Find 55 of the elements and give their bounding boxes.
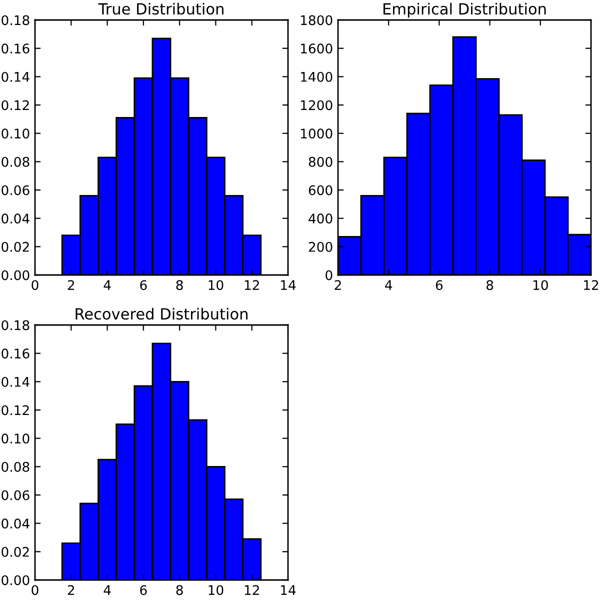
y-tick-label: 1800 [301, 15, 332, 26]
y-tick-label: 200 [308, 242, 332, 252]
x-tick-label: 0 [32, 280, 38, 290]
y-tick-label: 0.06 [2, 490, 30, 500]
x-tick-label: 4 [104, 280, 111, 290]
chart-title: Empirical Distribution [384, 2, 546, 18]
y-tick-label: 0.00 [2, 575, 30, 586]
y-tick-label: 0.16 [2, 348, 30, 359]
x-tick-label: 8 [176, 280, 183, 290]
chart-title: True Distribution [98, 2, 224, 15]
y-tick-label: 0.18 [2, 320, 30, 330]
y-tick-label: 1000 [301, 128, 332, 139]
y-tick-label: 0.00 [2, 270, 30, 280]
y-tick-label: 0.12 [2, 405, 29, 416]
y-tick-label: 0.04 [2, 518, 30, 529]
y-tick-label: 0.14 [2, 376, 30, 387]
y-tick-label: 0.10 [2, 434, 30, 444]
x-tick-label: 10 [208, 585, 224, 596]
y-tick-label: 0.06 [2, 185, 30, 196]
x-tick-label: 2 [68, 280, 74, 290]
x-tick-label: 4 [104, 585, 111, 595]
x-tick-label: 12 [244, 280, 259, 290]
x-tick-label: 0 [32, 585, 38, 596]
chart-title: Recovered Distribution [76, 308, 248, 320]
y-tick-label: 0.02 [2, 242, 29, 252]
x-tick-label: 8 [176, 585, 183, 596]
y-tick-label: 0.10 [2, 128, 30, 139]
x-tick-label: 12 [584, 280, 598, 290]
y-tick-label: 0.16 [2, 44, 30, 54]
x-tick-label: 10 [533, 280, 548, 290]
y-tick-label: 0.12 [2, 100, 29, 110]
x-tick-label: 14 [281, 280, 296, 290]
y-tick-label: 400 [308, 214, 332, 224]
x-tick-label: 8 [486, 280, 494, 290]
y-tick-label: 0 [326, 270, 332, 280]
x-tick-label: 6 [140, 280, 147, 290]
y-tick-label: 0.04 [2, 214, 30, 224]
x-tick-label: 14 [281, 585, 296, 595]
y-tick-label: 1400 [301, 72, 332, 82]
y-tick-label: 600 [308, 185, 332, 196]
y-tick-label: 0.08 [2, 462, 30, 472]
x-tick-label: 2 [334, 280, 341, 290]
y-tick-label: 0.14 [2, 72, 30, 82]
y-tick-label: 1200 [301, 100, 332, 110]
x-tick-label: 6 [140, 585, 147, 596]
x-tick-label: 4 [385, 280, 392, 290]
y-tick-label: 1600 [301, 44, 332, 54]
x-tick-label: 6 [436, 280, 443, 290]
y-tick-label: 800 [308, 156, 332, 167]
x-tick-label: 2 [68, 585, 74, 595]
x-tick-label: 12 [244, 585, 259, 595]
x-tick-label: 10 [208, 280, 224, 290]
y-tick-label: 0.02 [2, 546, 29, 557]
y-tick-label: 0.08 [2, 156, 30, 167]
y-tick-label: 0.18 [2, 15, 30, 26]
